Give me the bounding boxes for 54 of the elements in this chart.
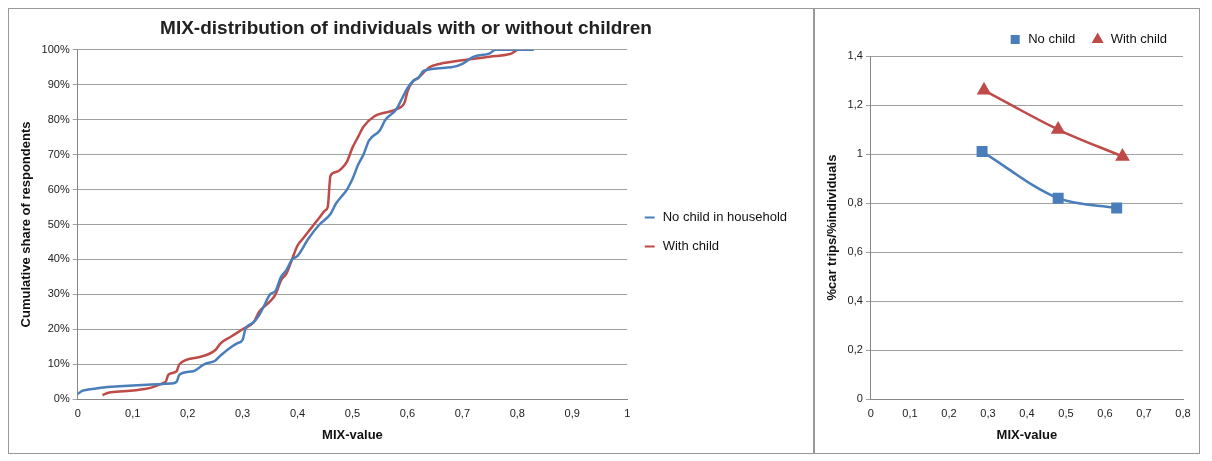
x-tick-label: 0,2 bbox=[179, 406, 196, 419]
legend-label: No child bbox=[1028, 31, 1076, 47]
x-tick-label: 0,7 bbox=[454, 406, 470, 419]
y-tick-label: 60% bbox=[47, 182, 70, 195]
y-tick-label: 90% bbox=[47, 77, 70, 90]
y-tick-label: 40% bbox=[47, 252, 70, 265]
y-axis-title: %car trips/%individuals bbox=[824, 154, 840, 301]
point bbox=[977, 83, 991, 95]
x-tick-label: 0,6 bbox=[1097, 406, 1113, 419]
x-tick-label: 0 bbox=[867, 406, 874, 419]
y-tick-label: 0,4 bbox=[847, 294, 863, 307]
y-tick-label: 1,2 bbox=[847, 98, 863, 111]
y-tick-label: 0,6 bbox=[847, 245, 863, 258]
y-tick-label: 10% bbox=[47, 357, 70, 370]
y-axis-title: Cumulative share of respondents bbox=[18, 121, 34, 328]
x-tick-label: 0,4 bbox=[289, 406, 306, 419]
x-tick-label: 0,4 bbox=[1019, 406, 1035, 419]
x-axis-title: MIX-value bbox=[996, 426, 1058, 442]
x-tick-label: 0,9 bbox=[564, 406, 580, 419]
y-tick-label: 100% bbox=[41, 42, 70, 55]
y-tick-label: 0,8 bbox=[847, 196, 863, 209]
x-tick-label: 0,3 bbox=[234, 406, 251, 419]
y-tick-label: 70% bbox=[47, 147, 70, 160]
y-tick-label: 0% bbox=[53, 392, 70, 405]
x-tick-label: 0,1 bbox=[125, 406, 141, 419]
point bbox=[1116, 149, 1129, 161]
legend-label: With child bbox=[662, 238, 720, 254]
point bbox=[1052, 192, 1064, 204]
x-tick-label: 0,8 bbox=[509, 406, 525, 419]
y-tick-label: 1,4 bbox=[847, 49, 863, 62]
point bbox=[1051, 122, 1065, 134]
y-tick-label: 50% bbox=[47, 217, 70, 230]
y-tick-label: 0 bbox=[856, 392, 863, 405]
x-tick-label: 0,2 bbox=[941, 406, 957, 419]
x-tick-label: 0,8 bbox=[1175, 406, 1191, 419]
x-tick-label: 0 bbox=[74, 406, 81, 419]
x-tick-label: 0,3 bbox=[980, 406, 996, 419]
x-tick-label: 0,6 bbox=[399, 406, 416, 419]
y-tick-label: 1 bbox=[856, 147, 863, 160]
chart-title: MIX-distribution of individuals with or without children bbox=[160, 16, 652, 38]
y-tick-label: 30% bbox=[47, 287, 70, 300]
x-tick-label: 0,5 bbox=[1058, 406, 1074, 419]
x-tick-label: 0,5 bbox=[344, 406, 361, 419]
x-tick-label: 0,7 bbox=[1136, 406, 1152, 419]
x-tick-label: 0,1 bbox=[902, 406, 918, 419]
y-tick-label: 0,2 bbox=[847, 343, 863, 356]
x-tick-label: 1 bbox=[624, 406, 631, 419]
legend-label: With child bbox=[1110, 31, 1168, 47]
legend-label: No child in household bbox=[662, 209, 788, 225]
y-tick-label: 80% bbox=[47, 112, 70, 125]
point bbox=[1111, 202, 1123, 214]
point bbox=[976, 146, 988, 158]
x-axis-title: MIX-value bbox=[322, 426, 383, 442]
y-tick-label: 20% bbox=[47, 322, 70, 335]
